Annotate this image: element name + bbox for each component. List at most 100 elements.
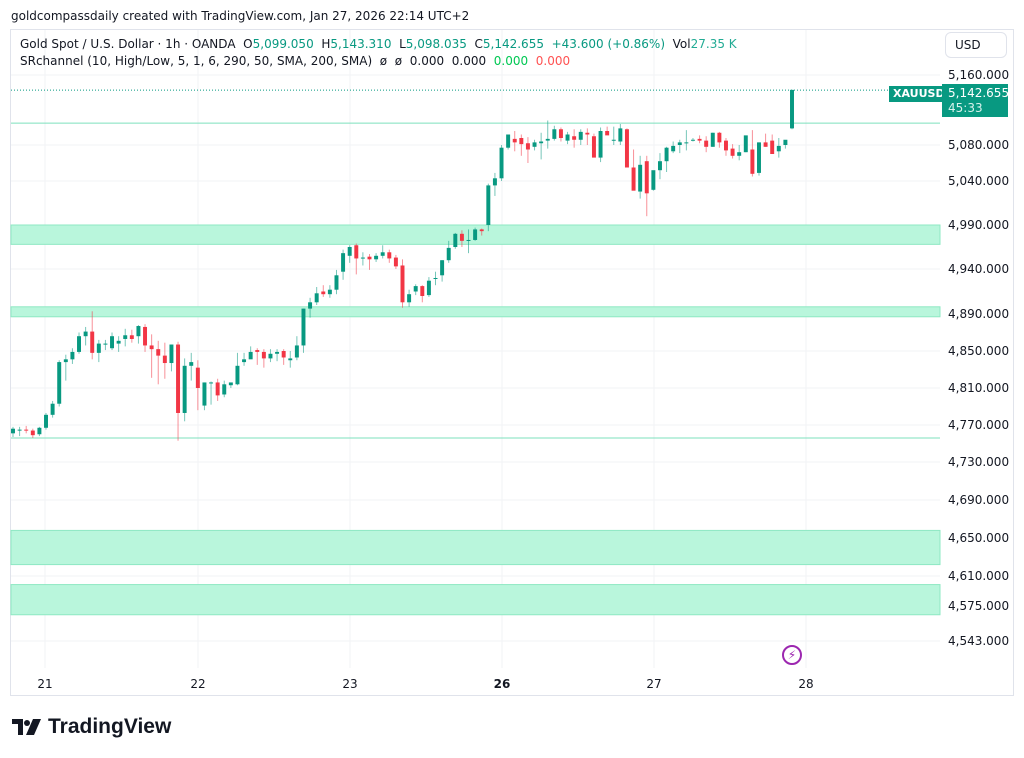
legend-symbol[interactable]: Gold Spot / U.S. Dollar · 1h · OANDA xyxy=(20,37,236,51)
candle-body[interactable] xyxy=(393,257,398,267)
candle-body[interactable] xyxy=(37,427,42,435)
candle-body[interactable] xyxy=(215,382,220,396)
candle-body[interactable] xyxy=(433,278,438,279)
candle-body[interactable] xyxy=(591,136,596,158)
candle-body[interactable] xyxy=(750,149,755,174)
candle-body[interactable] xyxy=(176,344,181,413)
candle-body[interactable] xyxy=(651,170,656,190)
candle-body[interactable] xyxy=(50,403,55,415)
candle-body[interactable] xyxy=(387,252,392,259)
candle-body[interactable] xyxy=(11,428,15,434)
candle-body[interactable] xyxy=(677,142,682,145)
candle-body[interactable] xyxy=(664,147,669,162)
candle-body[interactable] xyxy=(44,414,48,428)
candle-body[interactable] xyxy=(737,152,742,156)
candle-body[interactable] xyxy=(169,344,174,364)
candle-body[interactable] xyxy=(156,349,161,356)
candle-body[interactable] xyxy=(77,336,81,352)
candle-body[interactable] xyxy=(525,143,530,150)
candle-body[interactable] xyxy=(400,265,405,303)
candle-body[interactable] xyxy=(281,351,286,358)
candle-body[interactable] xyxy=(235,365,240,385)
candle-body[interactable] xyxy=(222,384,227,395)
candle-body[interactable] xyxy=(261,351,266,359)
candle-body[interactable] xyxy=(499,147,504,179)
candle-body[interactable] xyxy=(453,233,458,247)
candle-body[interactable] xyxy=(605,131,610,136)
candle-body[interactable] xyxy=(572,136,577,140)
lightning-icon[interactable]: ⚡ xyxy=(782,645,802,665)
candle-body[interactable] xyxy=(341,253,346,272)
candle-body[interactable] xyxy=(492,178,497,186)
indicator-name[interactable]: SRchannel (10, High/Low, 5, 1, 6, 290, 5… xyxy=(20,54,373,68)
candle-body[interactable] xyxy=(228,382,233,386)
candle-body[interactable] xyxy=(479,229,484,232)
candle-body[interactable] xyxy=(90,331,95,353)
candle-body[interactable] xyxy=(96,343,101,353)
candle-body[interactable] xyxy=(512,138,517,143)
candle-body[interactable] xyxy=(143,326,148,346)
candle-body[interactable] xyxy=(598,131,603,158)
candle-body[interactable] xyxy=(123,335,128,339)
candle-body[interactable] xyxy=(532,142,537,147)
candle-body[interactable] xyxy=(301,308,306,346)
candle-body[interactable] xyxy=(539,141,544,144)
candle-body[interactable] xyxy=(770,140,775,154)
currency-button[interactable]: USD xyxy=(945,32,1007,58)
candle-body[interactable] xyxy=(347,247,352,256)
candle-body[interactable] xyxy=(585,132,590,135)
candle-body[interactable] xyxy=(638,164,643,192)
candle-body[interactable] xyxy=(189,362,194,366)
candle-body[interactable] xyxy=(413,286,418,292)
candle-body[interactable] xyxy=(103,343,108,345)
candle-body[interactable] xyxy=(255,350,260,352)
candle-body[interactable] xyxy=(116,340,121,344)
candle-body[interactable] xyxy=(321,291,326,295)
candle-body[interactable] xyxy=(314,293,319,303)
candle-body[interactable] xyxy=(730,148,735,156)
candle-body[interactable] xyxy=(426,280,431,296)
candle-body[interactable] xyxy=(327,289,332,295)
candle-body[interactable] xyxy=(17,429,22,431)
candle-body[interactable] xyxy=(763,142,768,147)
candle-body[interactable] xyxy=(129,335,134,339)
candle-body[interactable] xyxy=(558,129,563,138)
candle-body[interactable] xyxy=(202,382,207,406)
candle-body[interactable] xyxy=(30,430,35,436)
candle-body[interactable] xyxy=(704,140,709,147)
candle-body[interactable] xyxy=(506,134,511,148)
candle-body[interactable] xyxy=(684,142,689,144)
candle-body[interactable] xyxy=(644,161,649,194)
candle-body[interactable] xyxy=(136,326,141,337)
candle-body[interactable] xyxy=(420,286,425,296)
candle-body[interactable] xyxy=(473,229,478,240)
candle-body[interactable] xyxy=(776,145,781,152)
candle-body[interactable] xyxy=(631,167,636,191)
candle-body[interactable] xyxy=(182,365,187,413)
candle-body[interactable] xyxy=(545,138,550,141)
candle-body[interactable] xyxy=(195,367,200,388)
candle-body[interactable] xyxy=(743,135,748,153)
candle-body[interactable] xyxy=(354,245,359,259)
candle-body[interactable] xyxy=(308,302,313,309)
candle-body[interactable] xyxy=(268,353,273,359)
candle-body[interactable] xyxy=(242,359,247,363)
candle-body[interactable] xyxy=(110,336,115,349)
candle-body[interactable] xyxy=(757,142,761,173)
candle-body[interactable] xyxy=(288,358,293,361)
candle-body[interactable] xyxy=(611,139,616,141)
candle-body[interactable] xyxy=(294,345,299,358)
candle-body[interactable] xyxy=(690,139,695,141)
candle-body[interactable] xyxy=(724,140,728,151)
candle-body[interactable] xyxy=(440,260,445,276)
candle-body[interactable] xyxy=(466,239,471,241)
candle-body[interactable] xyxy=(459,233,464,241)
candle-body[interactable] xyxy=(671,145,676,152)
candle-body[interactable] xyxy=(83,331,88,337)
candle-body[interactable] xyxy=(209,382,214,384)
candle-body[interactable] xyxy=(519,138,524,145)
candle-body[interactable] xyxy=(70,351,75,360)
candle-body[interactable] xyxy=(149,345,154,350)
candle-body[interactable] xyxy=(618,128,623,142)
